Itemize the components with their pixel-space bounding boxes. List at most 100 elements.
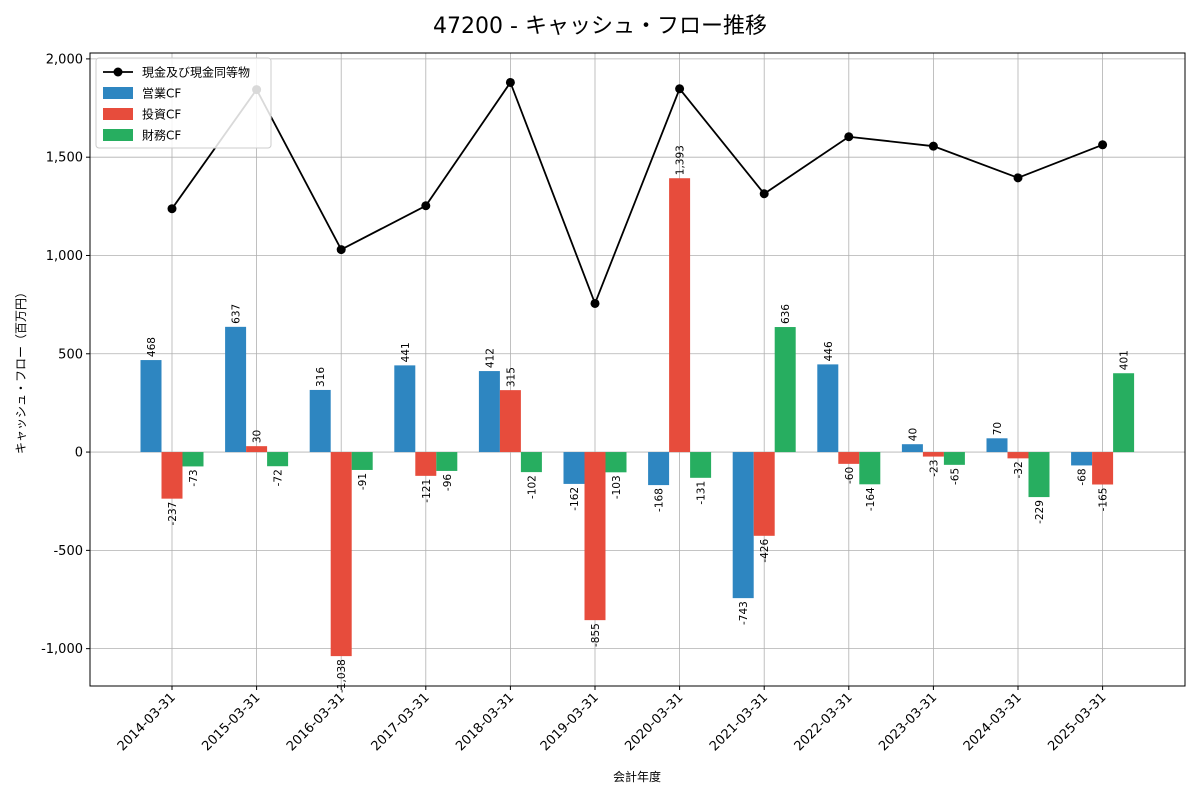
bar — [351, 452, 373, 470]
bar-value-label: -162 — [569, 487, 581, 511]
cash-line — [167, 77, 1108, 308]
bar-value-label: 40 — [907, 428, 919, 441]
bar — [1092, 452, 1114, 485]
y-tick-label: -500 — [53, 544, 83, 559]
bar-value-label: -65 — [949, 468, 961, 485]
x-tick-label: 2023-03-31 — [876, 690, 940, 754]
x-tick-label: 2019-03-31 — [538, 690, 602, 754]
x-tick-label: 2017-03-31 — [369, 690, 433, 754]
bar — [1113, 373, 1135, 453]
y-tick-label: 1,000 — [46, 249, 83, 264]
bar — [669, 178, 691, 453]
bar — [436, 452, 458, 471]
cash-point — [1013, 173, 1023, 183]
bar — [732, 452, 754, 599]
bar-value-label: -102 — [526, 475, 538, 499]
data-labels: 468 637 316 441 412 -162 -168 -743 446 40 70 -68 -23… — [146, 145, 1131, 693]
bar — [943, 452, 965, 465]
bar-value-label: -237 — [167, 502, 179, 526]
legend-bar-swatch — [103, 108, 133, 120]
bar-value-label: -68 — [1077, 468, 1089, 485]
bar-value-label: -168 — [654, 488, 666, 512]
bar — [690, 452, 712, 478]
bar — [499, 390, 521, 453]
bar-value-label: -743 — [738, 601, 750, 625]
legend-label: 財務CF — [142, 128, 181, 143]
x-axis-title: 会計年度 — [613, 769, 661, 784]
bar — [161, 452, 183, 499]
bar-value-label: 70 — [992, 422, 1004, 435]
bar — [520, 452, 542, 473]
bar-value-label: -73 — [188, 469, 200, 486]
bar — [605, 452, 627, 473]
bars — [140, 178, 1135, 657]
bar — [584, 452, 606, 621]
bar-value-label: -855 — [590, 623, 602, 647]
y-axis-title: キャッシュ・フロー（百万円） — [14, 286, 28, 454]
x-tick-label: 2021-03-31 — [707, 690, 771, 754]
cash-point — [1098, 140, 1108, 150]
bar — [1071, 452, 1093, 466]
x-tick-label: 2014-03-31 — [115, 690, 179, 754]
bar-value-label: -426 — [759, 539, 771, 563]
bar-value-label: -32 — [1013, 461, 1025, 478]
cash-point — [675, 84, 685, 94]
bar — [267, 452, 289, 467]
cash-line-path — [171, 80, 1103, 306]
bar-value-label: 401 — [1119, 350, 1131, 370]
bar — [415, 452, 437, 476]
bar-value-label: -91 — [357, 473, 369, 490]
bar — [182, 452, 204, 467]
x-tick-label: 2020-03-31 — [622, 690, 686, 754]
x-tick-label: 2016-03-31 — [284, 690, 348, 754]
bar-value-label: -96 — [442, 474, 454, 491]
legend-label: 現金及び現金同等物 — [142, 65, 250, 80]
legend-label: 投資CF — [142, 107, 181, 122]
cash-point — [336, 245, 346, 255]
bar — [478, 371, 500, 453]
bar — [648, 452, 670, 486]
bar-value-label: -103 — [611, 475, 623, 499]
bar-value-label: -165 — [1098, 488, 1110, 512]
cash-point — [759, 189, 769, 199]
bar — [753, 452, 775, 536]
legend-marker — [113, 67, 123, 77]
x-tick-label: 2018-03-31 — [453, 690, 517, 754]
bar-value-label: 315 — [505, 367, 517, 387]
bar — [838, 452, 860, 464]
bar-value-label: -164 — [865, 487, 877, 511]
bar-value-label: -121 — [421, 479, 433, 503]
y-tick-label: 500 — [58, 347, 83, 362]
bar — [246, 446, 268, 453]
cash-point — [505, 77, 515, 87]
bar-value-label: -229 — [1034, 500, 1046, 524]
bar — [922, 452, 944, 457]
x-tick-label: 2022-03-31 — [792, 690, 856, 754]
y-tick-label: 2,000 — [46, 52, 83, 67]
bar-value-label: -23 — [928, 460, 940, 477]
legend-bar-swatch — [103, 87, 133, 99]
cash-point — [421, 201, 431, 211]
bar-value-label: 468 — [146, 337, 158, 357]
bar-value-label: 1,393 — [675, 145, 687, 175]
bar — [330, 452, 352, 657]
y-tick-label: 1,500 — [46, 151, 83, 166]
bar-value-label: -60 — [844, 467, 856, 484]
cash-point — [590, 298, 600, 308]
bar — [817, 364, 839, 453]
bar — [563, 452, 585, 484]
bar — [859, 452, 881, 485]
bar-value-label: -72 — [273, 469, 285, 486]
bar-value-label: 316 — [315, 367, 327, 387]
legend-label: 営業CF — [142, 87, 181, 101]
bar — [774, 327, 796, 453]
bar-value-label: 30 — [252, 430, 264, 443]
cash-point — [844, 132, 854, 142]
y-tick-label: 0 — [75, 446, 83, 461]
bar — [394, 365, 416, 453]
x-tick-label: 2025-03-31 — [1045, 690, 1109, 754]
cash-point — [928, 141, 938, 151]
chart-title: 47200 - キャッシュ・フロー推移 — [433, 14, 767, 39]
